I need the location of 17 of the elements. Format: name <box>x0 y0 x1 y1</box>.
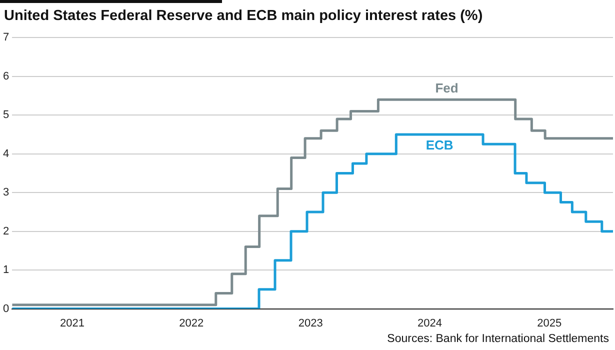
x-tick-label: 2025 <box>537 317 562 330</box>
x-tick-label: 2023 <box>298 317 323 330</box>
y-tick-label: 5 <box>2 109 10 122</box>
y-tick-label: 6 <box>2 70 10 82</box>
x-tick-label: 2024 <box>418 317 442 330</box>
y-tick-label: 0 <box>2 302 10 315</box>
source-note: Sources: Bank for International Settlements <box>387 333 609 345</box>
chart-title: United States Federal Reserve and ECB main policy interest rates (%) <box>4 8 483 24</box>
y-tick-label: 7 <box>2 32 10 44</box>
series-label: Fed <box>435 80 458 96</box>
y-tick-label: 2 <box>2 225 10 238</box>
y-tick-label: 4 <box>2 148 10 160</box>
series-label: ECB <box>426 138 454 153</box>
y-tick-label: 3 <box>2 186 10 199</box>
y-tick-label: 1 <box>2 264 10 276</box>
x-tick-label: 2021 <box>60 317 84 330</box>
x-tick-label: 2022 <box>179 317 204 330</box>
